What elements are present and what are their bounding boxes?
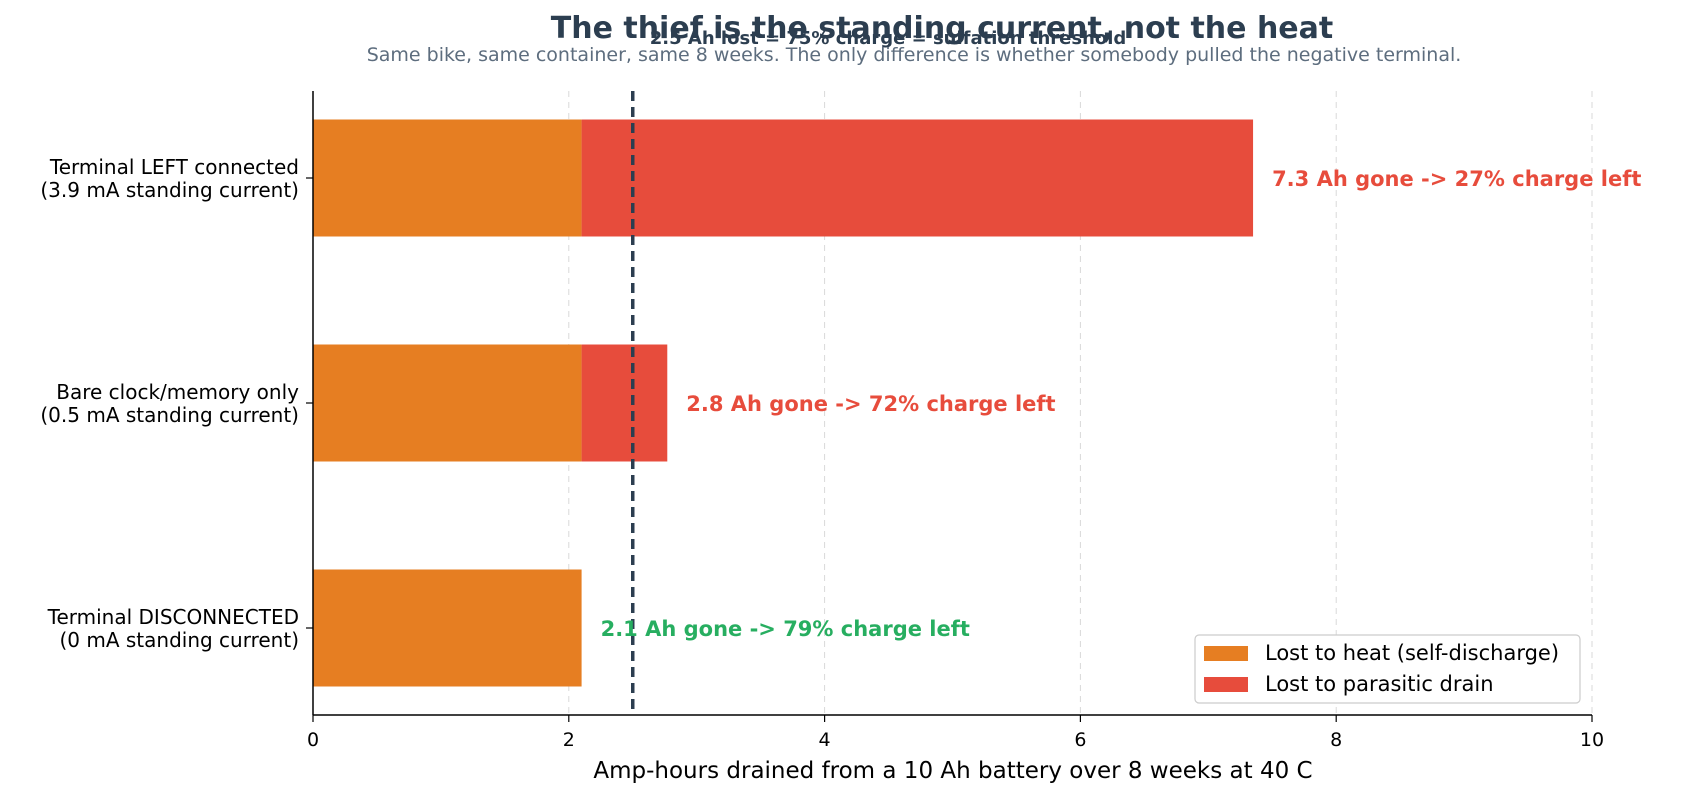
chart-subtitle: Same bike, same container, same 8 weeks.… [367, 44, 1462, 66]
bar-annotation: 2.8 Ah gone -> 72% charge left [686, 392, 1055, 416]
bar-annotation: 7.3 Ah gone -> 27% charge left [1272, 167, 1641, 191]
bars [313, 119, 1254, 687]
axes: 0 2 4 6 8 10 Terminal LEFT connected(3.9 mA st… [40, 91, 1604, 751]
legend-label: Lost to parasitic drain [1265, 672, 1494, 696]
x-tick-label: 0 [307, 729, 319, 751]
bar-parasitic [581, 344, 668, 462]
bar-annotation: 2.1 Ah gone -> 79% charge left [601, 617, 970, 641]
category-label: Bare clock/memory only [56, 380, 299, 404]
category-label: (0 mA standing current) [59, 628, 299, 652]
annotations: 7.3 Ah gone -> 27% charge left 2.8 Ah gon… [601, 167, 1642, 641]
threshold-group: 2.5 Ah lost = 75% charge = sulfation thr… [631, 28, 1127, 715]
x-tick-label: 4 [819, 729, 831, 751]
x-tick-label: 6 [1074, 729, 1086, 751]
bar-heat [313, 569, 582, 687]
bar-parasitic [581, 119, 1254, 237]
legend-label: Lost to heat (self-discharge) [1265, 641, 1559, 665]
category-label: Terminal LEFT connected [49, 155, 299, 179]
x-tick-label: 2 [563, 729, 575, 751]
threshold-label: 2.5 Ah lost = 75% charge = sulfation thr… [650, 28, 1127, 49]
chart-title: The thief is the standing current, not t… [551, 11, 1334, 46]
legend-swatch [1204, 677, 1248, 692]
category-label: (3.9 mA standing current) [40, 178, 299, 202]
bar-heat [313, 344, 582, 462]
legend: Lost to heat (self-discharge) Lost to par… [1194, 634, 1581, 704]
x-axis-label: Amp-hours drained from a 10 Ah battery o… [593, 758, 1312, 784]
x-tick-label: 8 [1330, 729, 1342, 751]
legend-box [1194, 634, 1581, 704]
category-label: Terminal DISCONNECTED [47, 605, 299, 629]
x-tick-label: 10 [1580, 729, 1604, 751]
bar-heat [313, 119, 582, 237]
category-label: (0.5 mA standing current) [40, 403, 299, 427]
legend-swatch [1204, 646, 1248, 661]
